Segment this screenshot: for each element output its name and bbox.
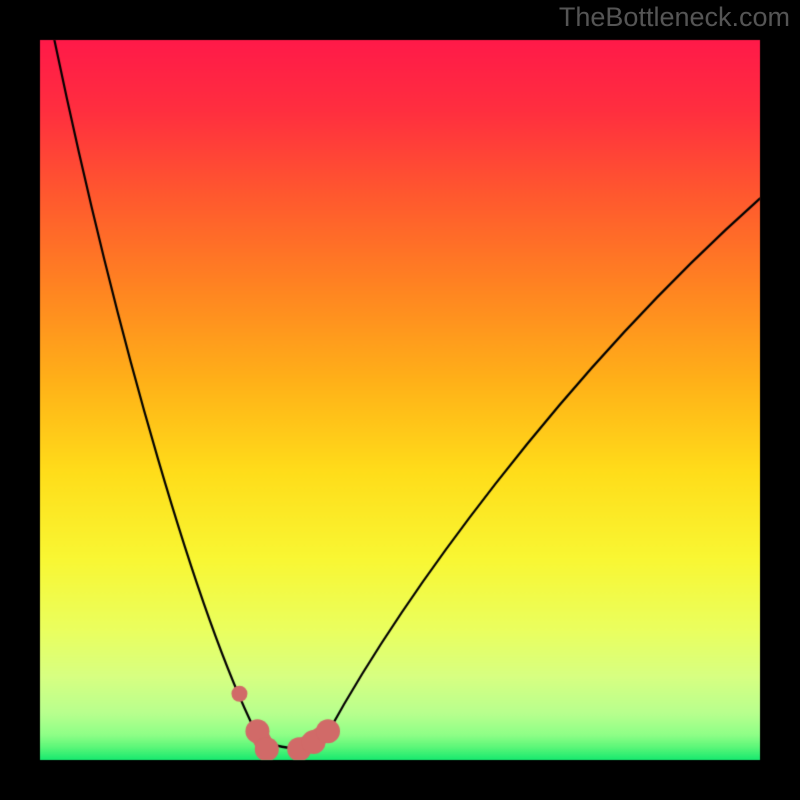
curve-overlay-canvas <box>0 0 800 800</box>
chart-stage: TheBottleneck.com <box>0 0 800 800</box>
